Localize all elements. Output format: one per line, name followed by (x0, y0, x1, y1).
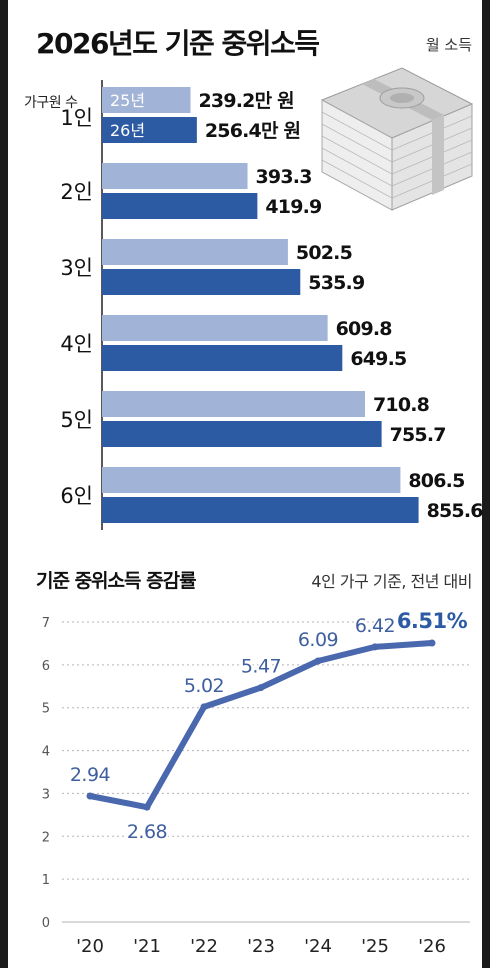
axis-header-label: 가구원 수 (24, 95, 78, 111)
y-tick-label: 3 (42, 787, 50, 802)
y-tick-label: 6 (42, 659, 50, 674)
category-label: 4인 (60, 332, 93, 356)
value-label-2025: 710.8 (373, 394, 430, 416)
data-point (371, 643, 379, 651)
data-label: 5.47 (241, 656, 281, 678)
line-chart-title: 기준 중위소득 증감률 (36, 570, 197, 592)
bar-2026 (102, 497, 419, 523)
value-label-2026: 256.4만 원 (205, 120, 300, 142)
data-label: 5.02 (184, 675, 224, 697)
money-stack-icon (320, 67, 474, 211)
data-point (143, 803, 151, 811)
value-label-2025: 609.8 (336, 318, 393, 340)
category-label: 1인 (60, 106, 93, 130)
category-label: 6인 (60, 484, 93, 508)
bar-chart: 가구원 수 239.2만 원 256.4만 원 1인 25년 26년 393.3 419.9… (24, 67, 484, 530)
data-point (257, 684, 265, 692)
x-tick-label: '24 (304, 936, 332, 957)
y-tick-label: 7 (42, 616, 50, 631)
x-tick-label: '23 (247, 936, 275, 957)
data-label: 2.94 (70, 764, 111, 786)
bar-2025 (102, 315, 328, 341)
bar-2026 (102, 345, 343, 371)
value-label-2026: 535.9 (308, 272, 364, 294)
y-tick-label: 5 (42, 702, 50, 717)
bar-2026 (102, 269, 301, 295)
bar-2025 (102, 87, 191, 113)
data-label: 6.42 (355, 615, 395, 637)
line-chart-subtitle: 4인 가구 기준, 전년 대비 (311, 572, 472, 591)
bar-2026 (102, 421, 382, 447)
data-point (200, 703, 208, 711)
x-tick-label: '26 (418, 936, 446, 957)
value-label-2026: 649.5 (350, 348, 406, 370)
data-point (86, 792, 94, 800)
data-label: 6.09 (298, 629, 338, 651)
legend-2025: 25년 (110, 91, 145, 110)
x-tick-label: '25 (361, 936, 389, 957)
right-edge (482, 0, 490, 968)
bar-2025 (102, 467, 401, 493)
y-tick-label: 4 (42, 745, 50, 760)
data-point (428, 639, 436, 647)
value-label-2025: 393.3 (256, 166, 312, 188)
bar-2025 (102, 163, 248, 189)
y-tick-label: 0 (42, 916, 50, 931)
bar-2026 (102, 193, 258, 219)
y-tick-label: 2 (42, 830, 50, 845)
legend-2026: 26년 (110, 121, 145, 140)
bar-2026 (102, 117, 197, 143)
value-label-2025: 806.5 (408, 470, 464, 492)
x-tick-label: '22 (190, 936, 218, 957)
unit-label: 월 소득 (425, 36, 472, 54)
value-label-2026: 855.6 (427, 500, 484, 522)
bar-2025 (102, 391, 365, 417)
series-line (87, 640, 435, 811)
left-edge (0, 0, 8, 968)
data-label: 2.68 (127, 821, 167, 843)
value-label-2025: 502.5 (296, 242, 352, 264)
data-label: 6.51% (397, 609, 468, 633)
x-tick-label: '20 (76, 936, 104, 957)
value-label-2026: 755.7 (390, 424, 446, 446)
x-tick-label: '21 (133, 936, 161, 957)
value-label-2026: 419.9 (265, 196, 321, 218)
value-label-2025: 239.2만 원 (199, 90, 294, 112)
category-label: 3인 (60, 256, 93, 280)
bar-2025 (102, 239, 288, 265)
page-title: 2026년도 기준 중위소득 (36, 27, 320, 60)
y-tick-label: 1 (42, 873, 50, 888)
data-point (314, 657, 322, 665)
category-label: 5인 (60, 408, 93, 432)
category-label: 2인 (60, 180, 93, 204)
